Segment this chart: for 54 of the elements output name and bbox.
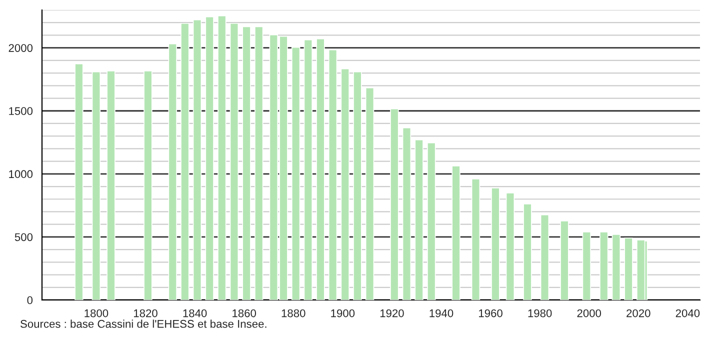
x-tick-label: 1880 [282, 309, 306, 318]
bar [242, 26, 251, 300]
bar [180, 22, 190, 300]
bar [230, 22, 239, 300]
bar [491, 187, 500, 300]
bar [254, 26, 264, 300]
source-note: Sources : base Cassini de l'EHESS et base Insee. [20, 320, 266, 328]
x-tick-label: 1980 [528, 309, 552, 318]
y-tick-label: 0 [27, 296, 33, 304]
bar [390, 108, 399, 300]
bar [205, 16, 214, 300]
bar [365, 87, 374, 300]
x-tick-label: 1860 [232, 309, 256, 318]
x-tick-label: 1840 [183, 309, 207, 318]
bar [612, 234, 621, 300]
bar [506, 192, 515, 300]
bar [168, 43, 177, 300]
bar [192, 19, 202, 300]
bar [353, 71, 362, 300]
bar [74, 63, 84, 300]
bar [328, 49, 338, 300]
x-tick-label: 1820 [134, 309, 158, 318]
bar [106, 70, 116, 300]
bar [144, 70, 152, 300]
y-tick-label: 500 [14, 233, 33, 242]
x-tick-label: 1800 [84, 309, 108, 318]
x-tick-label: 1920 [380, 309, 404, 318]
bar [414, 139, 424, 300]
bar [218, 15, 226, 300]
x-tick-label: 2020 [626, 309, 650, 318]
bar [636, 240, 646, 300]
bar [523, 204, 532, 300]
bar [304, 39, 313, 300]
bar [291, 46, 300, 300]
x-tick-label: 1960 [479, 309, 502, 318]
bar [452, 166, 460, 300]
bar [560, 220, 569, 300]
bar [92, 71, 101, 300]
bar [540, 214, 550, 300]
bar [582, 231, 591, 300]
y-tick-label: 1000 [9, 170, 33, 178]
bar [624, 238, 633, 300]
y-tick-label: 2000 [8, 44, 33, 52]
x-tick-label: 2000 [577, 309, 602, 318]
bar [600, 231, 608, 300]
bar [340, 68, 350, 300]
x-tick-label: 1940 [430, 309, 454, 318]
bar [402, 127, 412, 300]
x-tick-label: 1900 [331, 309, 355, 318]
bar [316, 38, 325, 300]
bar [427, 142, 436, 300]
y-tick-label: 1500 [9, 107, 33, 116]
bar [471, 178, 480, 300]
x-tick-label: 2040 [676, 309, 700, 318]
